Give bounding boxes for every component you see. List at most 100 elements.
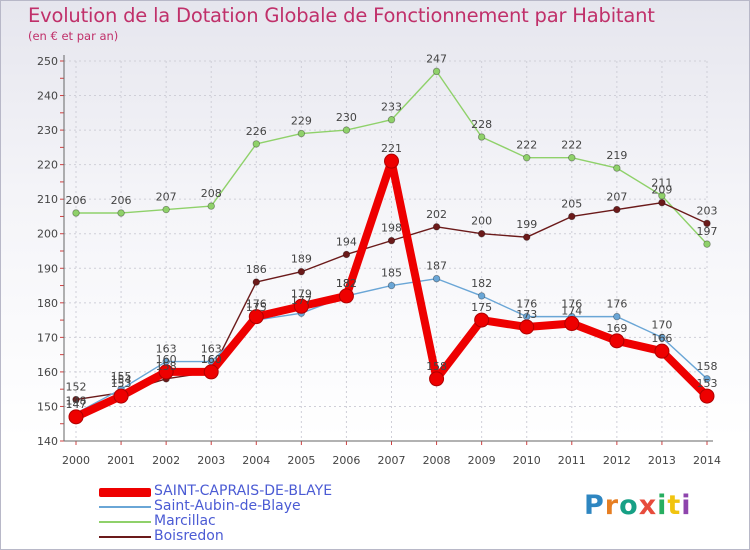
data-point <box>252 278 260 286</box>
x-tick-label: 2005 <box>287 454 315 467</box>
data-label: 198 <box>381 222 402 235</box>
data-point <box>432 223 441 231</box>
grid <box>64 60 708 442</box>
data-label: 222 <box>516 139 537 152</box>
x-tick-label: 2002 <box>152 454 180 467</box>
data-label: 219 <box>606 149 627 162</box>
data-point <box>613 164 621 172</box>
data-label: 182 <box>336 277 357 290</box>
data-point <box>658 333 666 342</box>
x-tick-label: 2011 <box>558 454 586 467</box>
x-tick-label: 2007 <box>378 454 406 467</box>
y-tick-label: 250 <box>37 55 58 68</box>
data-point <box>387 236 396 245</box>
data-label: 203 <box>697 204 718 217</box>
data-point <box>477 292 486 300</box>
data-label: 186 <box>246 263 267 276</box>
data-point <box>703 219 711 228</box>
data-label: 182 <box>471 277 492 290</box>
data-point <box>384 153 399 169</box>
data-label: 182 <box>336 277 357 290</box>
data-point <box>338 288 354 304</box>
data-point <box>297 129 306 138</box>
y-tick-label: 240 <box>37 90 58 103</box>
legend-swatch <box>99 487 151 497</box>
data-label: 175 <box>246 301 267 314</box>
legend-label: Saint-Aubin-de-Blaye <box>154 498 301 514</box>
data-point <box>523 233 531 241</box>
data-point <box>293 298 309 314</box>
x-tick-label: 2000 <box>62 454 90 467</box>
data-label: 206 <box>66 194 87 207</box>
data-point <box>207 202 215 210</box>
data-label: 158 <box>156 360 177 373</box>
data-label: 148 <box>66 394 87 407</box>
data-label: 177 <box>291 294 312 307</box>
proxiti-logo: Proxiti <box>584 490 692 521</box>
legend-swatch <box>99 506 151 508</box>
legend-label: Marcillac <box>154 513 216 529</box>
legend-label: Boisredon <box>154 528 224 544</box>
data-label: 208 <box>201 187 222 200</box>
data-label: 175 <box>471 301 492 314</box>
data-point <box>252 140 260 148</box>
data-point <box>568 154 576 162</box>
data-label: 206 <box>111 194 132 207</box>
data-label: 207 <box>156 191 177 204</box>
data-point <box>523 154 531 162</box>
y-tick-label: 230 <box>37 124 58 137</box>
y-tick-label: 150 <box>37 400 58 413</box>
data-point <box>429 371 445 387</box>
data-point <box>297 268 306 276</box>
data-label: 228 <box>471 118 492 131</box>
data-point <box>113 388 129 404</box>
y-tick-label: 180 <box>37 297 58 310</box>
data-point <box>387 281 396 290</box>
data-point <box>72 209 80 217</box>
data-label: 176 <box>246 298 267 311</box>
data-label: 160 <box>156 353 177 366</box>
data-point <box>519 319 535 335</box>
y-tick-label: 220 <box>37 159 58 172</box>
data-label: 200 <box>471 215 492 228</box>
data-point <box>703 375 711 383</box>
data-point <box>432 274 441 283</box>
chart-title: Evolution de la Dotation Globale de Fonc… <box>28 4 655 27</box>
y-tick-label: 160 <box>37 366 58 379</box>
data-label: 160 <box>201 353 222 366</box>
x-tick-label: 2003 <box>197 454 225 467</box>
legend-swatch <box>99 521 151 523</box>
data-point <box>158 364 174 380</box>
y-tick-label: 210 <box>37 193 58 206</box>
data-point <box>658 192 666 200</box>
y-tick-label: 200 <box>37 228 58 241</box>
data-point <box>117 209 125 217</box>
legend-swatch <box>99 536 151 538</box>
data-label: 153 <box>111 377 132 390</box>
data-label: 230 <box>336 111 357 124</box>
data-label: 163 <box>156 343 177 356</box>
x-tick-label: 2010 <box>513 454 541 467</box>
data-label: 160 <box>201 353 222 366</box>
data-label: 222 <box>561 139 582 152</box>
data-point <box>68 409 84 425</box>
data-label: 209 <box>651 184 672 197</box>
data-label: 176 <box>561 298 582 311</box>
data-point <box>162 205 170 214</box>
data-label: 147 <box>66 398 87 411</box>
x-tick-label: 2001 <box>107 454 135 467</box>
data-point <box>699 388 715 404</box>
data-point <box>432 67 441 76</box>
data-label: 176 <box>606 298 627 311</box>
data-point <box>613 205 621 214</box>
data-point <box>72 395 80 404</box>
data-label: 174 <box>561 305 582 318</box>
data-label: 194 <box>336 235 357 248</box>
data-label: 153 <box>697 377 718 390</box>
data-point <box>387 116 396 124</box>
series-lines <box>68 67 715 425</box>
data-point <box>203 364 219 380</box>
data-point <box>342 250 351 259</box>
